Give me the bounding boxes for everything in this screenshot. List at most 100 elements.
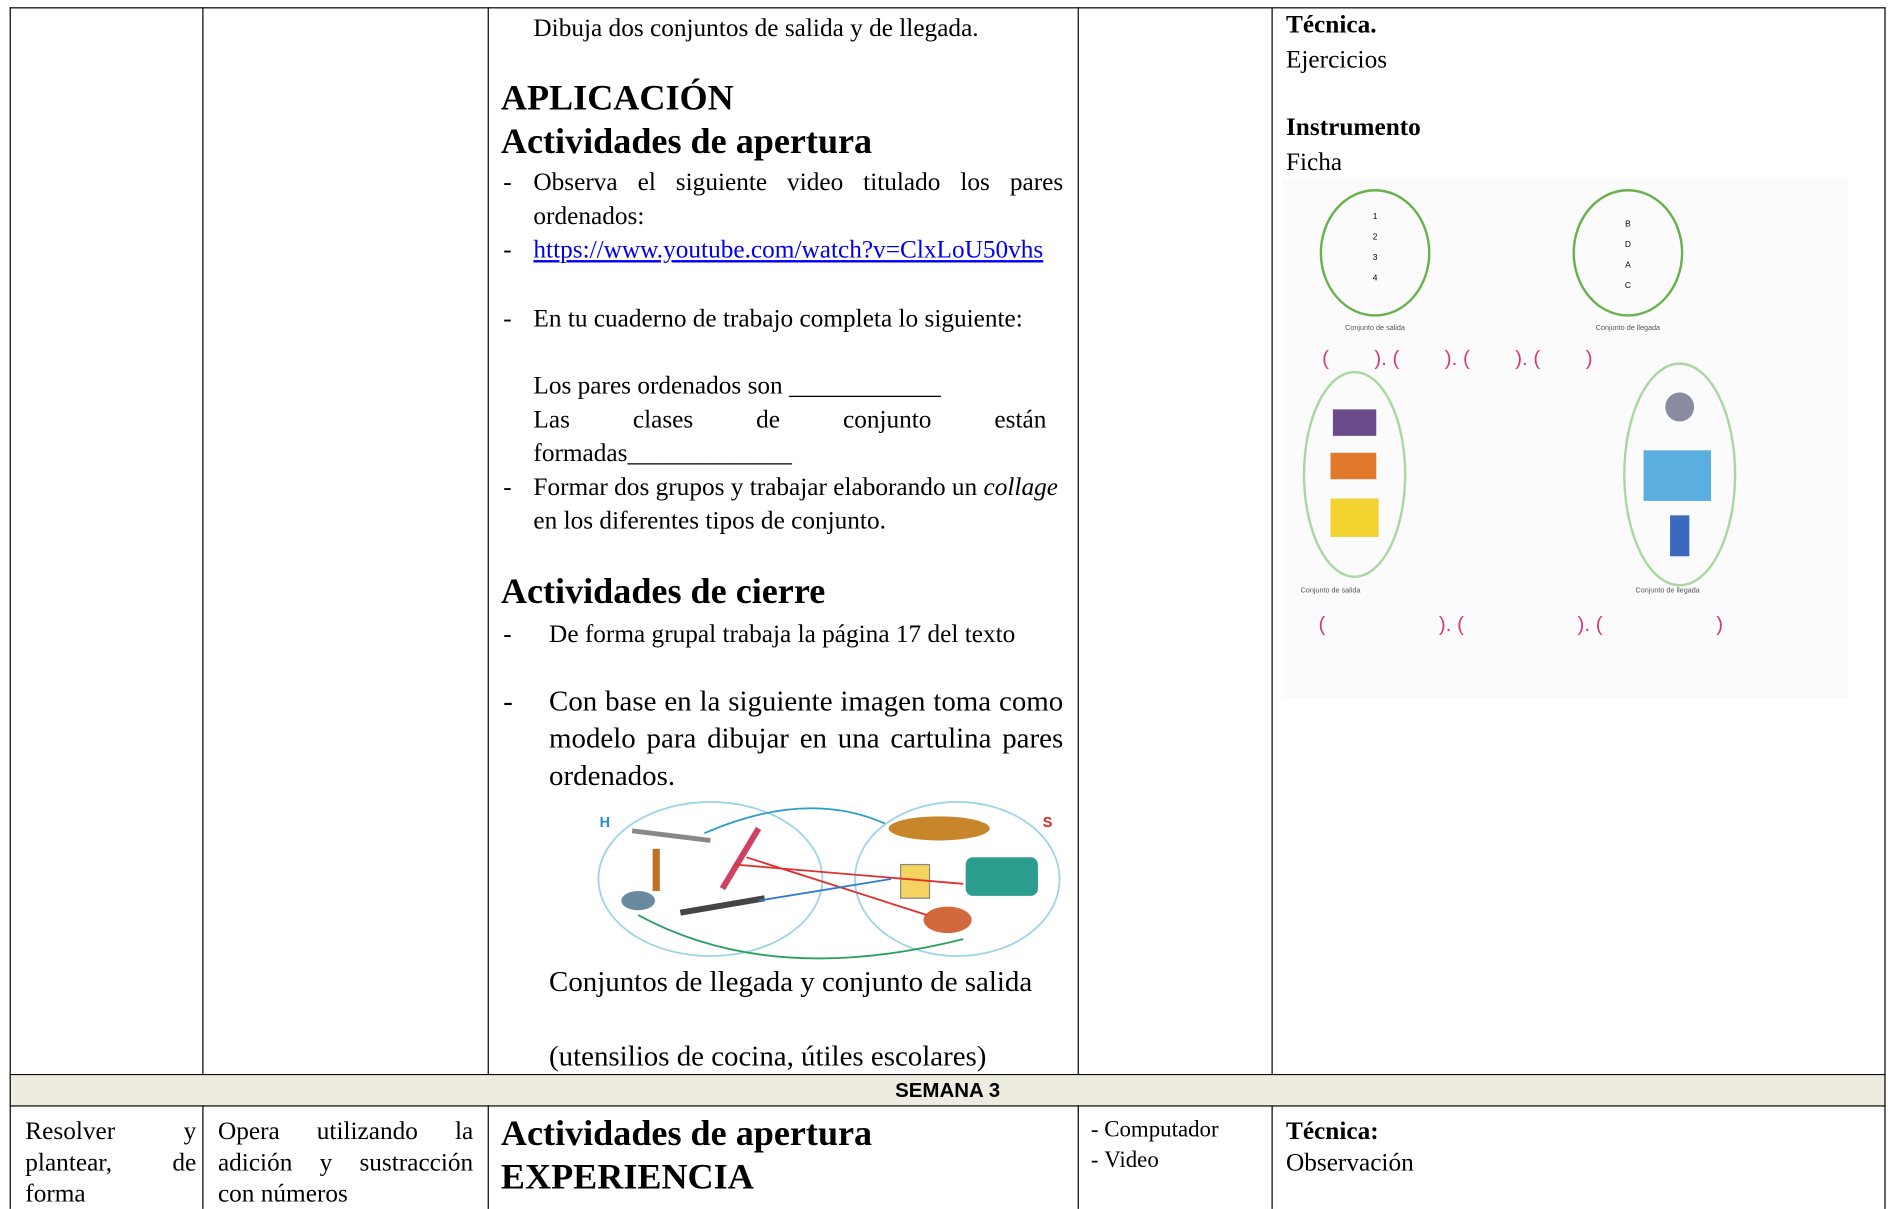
arrow: [704, 807, 886, 835]
picture: [1330, 452, 1377, 480]
subheading: Actividades de apertura: [500, 121, 873, 162]
resource-list: - Computador - Video: [1091, 1115, 1219, 1175]
bullet: -: [503, 618, 512, 648]
table-border: [1884, 7, 1886, 1209]
set-caption: Conjunto de salida: [1345, 323, 1406, 332]
bullet: -: [503, 686, 513, 718]
pairs-row: ( ). ( ). ( ): [1318, 613, 1723, 636]
set-caption: Conjunto de salida: [1301, 585, 1362, 594]
bullet: -: [503, 471, 512, 501]
bullet: -: [503, 234, 512, 264]
set-element: D: [1625, 239, 1631, 249]
pairs-row: ( ). ( ). ( ). ( ): [1322, 347, 1592, 370]
fork: [631, 828, 711, 843]
heading: APLICACIÓN: [500, 78, 734, 118]
set-ellipse: [1319, 189, 1431, 317]
fill-line: Los pares ordenados son ____________: [533, 370, 941, 400]
bullet-text: En tu cuaderno de trabajo completa lo si…: [533, 303, 1023, 333]
subheading: Actividades de cierre: [500, 571, 826, 612]
value: Ejercicios: [1285, 44, 1388, 74]
set-ellipse: [1623, 362, 1737, 587]
text: en los diferentes tipos de conjunto.: [533, 505, 886, 535]
label: Técnica.: [1285, 9, 1377, 39]
arrow: [758, 878, 892, 902]
caption: Conjuntos de llegada y conjunto de salid…: [549, 966, 1033, 999]
italic-text: collage: [983, 471, 1058, 501]
resource-text: Video: [1104, 1147, 1159, 1173]
set-caption: Conjunto de llegada: [1596, 323, 1661, 332]
table-border: [9, 7, 1886, 9]
bullet: -: [503, 167, 512, 197]
set-ellipse: [597, 801, 824, 957]
table-border: [9, 1074, 1886, 1076]
table-border: [1077, 1105, 1079, 1209]
picture: [1643, 450, 1711, 501]
resource-text: Computador: [1104, 1117, 1219, 1143]
resource-item: - Video: [1091, 1145, 1219, 1175]
value: Observación: [1285, 1147, 1414, 1177]
set-ellipse: [853, 801, 1061, 957]
cell-text: Resolver y plantear, de forma: [25, 1116, 197, 1208]
bullet: -: [1090, 1117, 1105, 1143]
set-label: H: [600, 815, 610, 831]
table-border: [487, 1105, 489, 1209]
arrow: [637, 914, 964, 960]
set-element: A: [1625, 259, 1631, 269]
week-label: SEMANA 3: [895, 1078, 1001, 1102]
set-element: 2: [1373, 232, 1378, 242]
fill-line: Las clases de conjunto están formadas___…: [533, 404, 1047, 468]
table-border: [487, 7, 489, 1075]
resource-item: - Computador: [1091, 1115, 1219, 1145]
picture: [1330, 498, 1379, 538]
set-ellipse: [1572, 189, 1684, 317]
set-element: 1: [1373, 211, 1378, 221]
table-border: [202, 1105, 204, 1209]
cell-text: Opera utilizando la adición y sustracció…: [217, 1116, 474, 1208]
set-element: C: [1625, 280, 1631, 290]
caption: (utensilios de cocina, útiles escolares): [549, 1041, 987, 1073]
label: Técnica:: [1285, 1116, 1379, 1146]
set-element: B: [1625, 218, 1631, 228]
ladle: [621, 891, 656, 911]
ruler: [719, 826, 762, 891]
picture: [1670, 515, 1690, 557]
label: Instrumento: [1285, 111, 1421, 141]
bullet: -: [503, 303, 512, 333]
table-border: [202, 7, 204, 1075]
subheading: EXPERIENCIA: [500, 1157, 754, 1197]
set-element: 3: [1373, 252, 1378, 262]
pot: [965, 857, 1038, 896]
plate: [888, 816, 990, 841]
video-link[interactable]: https://www.youtube.com/watch?v=ClxLoU50…: [533, 234, 1044, 264]
bullet-text: Observa el siguiente video titulado los …: [533, 167, 1064, 230]
table-border: [9, 1105, 1886, 1107]
arrow: [734, 863, 964, 885]
set-caption: Conjunto de llegada: [1636, 585, 1701, 594]
text: Formar dos grupos y trabajar elaborando …: [533, 471, 984, 501]
picture: [1332, 409, 1377, 436]
table-border: [1271, 1105, 1273, 1209]
table-border: [1271, 7, 1273, 1075]
set-ellipse: [1302, 370, 1407, 578]
bullet-text: Con base en la siguiente imagen toma com…: [549, 686, 1064, 793]
spoon: [679, 895, 766, 916]
picture: [1665, 392, 1695, 422]
intro-text: Dibuja dos conjuntos de salida y de lleg…: [533, 13, 979, 43]
set-element: 4: [1373, 273, 1378, 283]
utensils-figure: H S: [597, 801, 1061, 960]
link-wrap: https://www.youtube.com/watch?v=ClxLoU50…: [533, 232, 1063, 266]
table-border: [1077, 7, 1079, 1075]
bullet-text: Formar dos grupos y trabajar elaborando …: [533, 470, 1063, 537]
bullet-text: De forma grupal trabaja la página 17 del…: [549, 618, 1016, 648]
arrow: [746, 856, 928, 916]
bullet: -: [1090, 1147, 1105, 1173]
value: Ficha: [1285, 146, 1343, 176]
cup: [923, 906, 972, 934]
subheading: Actividades de apertura: [500, 1113, 873, 1154]
worksheet-bg: [1282, 178, 1849, 699]
table-border: [9, 7, 11, 1209]
week-band: [9, 1075, 1886, 1106]
worksheet-figure: 1 2 3 4 B DA C Conjunto de salida Conjunto de…: [1282, 178, 1849, 699]
